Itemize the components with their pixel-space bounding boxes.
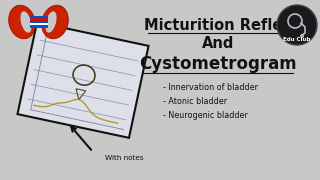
Polygon shape: [18, 22, 148, 138]
FancyBboxPatch shape: [30, 23, 48, 25]
Circle shape: [300, 34, 304, 38]
Text: Micturition Reflex: Micturition Reflex: [144, 17, 292, 33]
Text: And: And: [202, 35, 234, 51]
Text: - Innervation of bladder: - Innervation of bladder: [163, 82, 258, 91]
Circle shape: [277, 5, 317, 45]
Ellipse shape: [45, 11, 57, 33]
FancyBboxPatch shape: [30, 17, 48, 22]
Text: - Atonic bladder: - Atonic bladder: [163, 96, 227, 105]
FancyBboxPatch shape: [30, 16, 48, 28]
Ellipse shape: [20, 11, 32, 33]
Ellipse shape: [9, 5, 35, 39]
Text: With notes: With notes: [105, 155, 144, 161]
Ellipse shape: [42, 5, 68, 39]
Text: Cystometrogram: Cystometrogram: [139, 55, 297, 73]
Text: - Neurogenic bladder: - Neurogenic bladder: [163, 111, 248, 120]
Text: Edu Club: Edu Club: [283, 37, 311, 42]
